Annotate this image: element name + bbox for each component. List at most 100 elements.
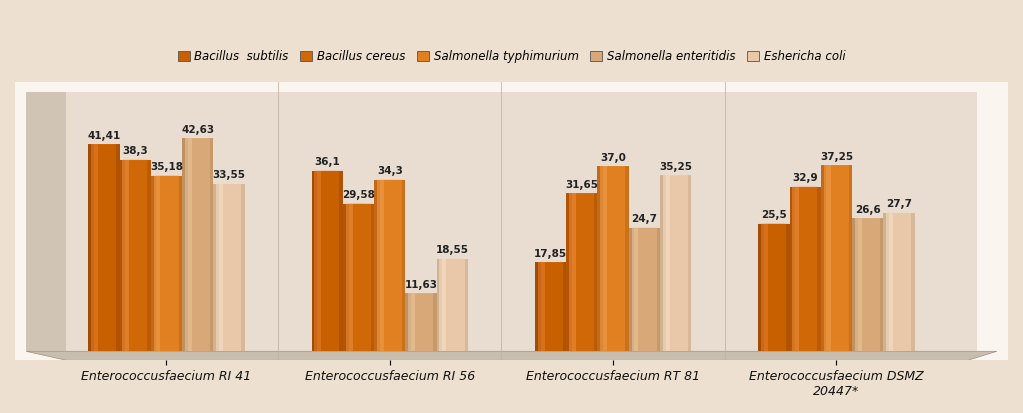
Bar: [405, 293, 411, 351]
Bar: [569, 193, 576, 351]
Bar: [787, 224, 790, 351]
Bar: [91, 145, 98, 351]
Text: 37,0: 37,0: [601, 153, 626, 163]
Bar: [150, 176, 182, 351]
Bar: [153, 176, 161, 351]
Bar: [437, 259, 468, 351]
Bar: [657, 228, 660, 351]
Bar: [241, 184, 244, 351]
Bar: [601, 166, 608, 351]
Bar: [376, 180, 384, 351]
Bar: [150, 176, 157, 351]
Bar: [852, 218, 884, 351]
Bar: [434, 293, 437, 351]
Bar: [179, 176, 182, 351]
Bar: [625, 166, 629, 351]
Bar: [566, 193, 597, 351]
Text: 24,7: 24,7: [631, 214, 658, 224]
Bar: [312, 171, 343, 351]
Text: 32,9: 32,9: [793, 173, 818, 183]
Bar: [660, 175, 666, 351]
Bar: [824, 165, 831, 351]
Bar: [120, 160, 150, 351]
Polygon shape: [27, 92, 66, 351]
Text: 17,85: 17,85: [534, 249, 567, 259]
Bar: [880, 218, 884, 351]
Polygon shape: [27, 351, 996, 360]
Bar: [538, 262, 544, 351]
Bar: [147, 160, 150, 351]
Bar: [374, 180, 405, 351]
Legend: Bacillus  subtilis, Bacillus cereus, Salmonella typhimurium, Salmonella enteriti: Bacillus subtilis, Bacillus cereus, Salm…: [173, 46, 850, 68]
Bar: [790, 187, 795, 351]
Bar: [408, 293, 415, 351]
Bar: [402, 180, 405, 351]
Text: 27,7: 27,7: [886, 199, 913, 209]
Bar: [884, 213, 889, 351]
Bar: [687, 175, 692, 351]
Bar: [535, 262, 566, 351]
Bar: [405, 293, 437, 351]
Bar: [370, 204, 374, 351]
Text: 41,41: 41,41: [87, 131, 121, 141]
Bar: [464, 259, 468, 351]
Bar: [566, 193, 572, 351]
Bar: [123, 160, 129, 351]
Bar: [660, 175, 692, 351]
Text: 37,25: 37,25: [819, 152, 853, 162]
Bar: [216, 184, 223, 351]
Bar: [346, 204, 353, 351]
Bar: [817, 187, 820, 351]
Bar: [314, 171, 321, 351]
Bar: [312, 171, 317, 351]
Text: 42,63: 42,63: [181, 125, 214, 135]
Bar: [535, 262, 540, 351]
Bar: [120, 160, 125, 351]
Bar: [563, 262, 566, 351]
Text: 38,3: 38,3: [123, 147, 148, 157]
Bar: [185, 138, 191, 351]
Bar: [597, 166, 629, 351]
Text: 26,6: 26,6: [855, 205, 881, 215]
Bar: [761, 224, 768, 351]
Bar: [629, 228, 660, 351]
Bar: [855, 218, 861, 351]
Bar: [343, 204, 374, 351]
Bar: [631, 228, 638, 351]
Text: 25,5: 25,5: [761, 211, 787, 221]
Bar: [374, 180, 380, 351]
Text: 11,63: 11,63: [404, 280, 438, 290]
Bar: [214, 184, 219, 351]
Bar: [820, 165, 852, 351]
Bar: [210, 138, 214, 351]
Bar: [758, 224, 764, 351]
Bar: [663, 175, 670, 351]
Bar: [182, 138, 187, 351]
Text: 18,55: 18,55: [436, 245, 469, 255]
Bar: [594, 193, 597, 351]
Bar: [214, 184, 244, 351]
Text: 34,3: 34,3: [376, 166, 403, 176]
Bar: [117, 145, 120, 351]
Bar: [758, 224, 790, 351]
Bar: [884, 213, 915, 351]
Text: 35,25: 35,25: [659, 162, 693, 172]
Bar: [437, 259, 442, 351]
Text: 29,58: 29,58: [342, 190, 375, 200]
Bar: [440, 259, 446, 351]
Bar: [911, 213, 915, 351]
Text: 35,18: 35,18: [150, 162, 183, 172]
Text: 36,1: 36,1: [314, 157, 340, 168]
Bar: [182, 138, 214, 351]
Text: 33,55: 33,55: [213, 170, 246, 180]
Bar: [790, 187, 820, 351]
Bar: [597, 166, 604, 351]
Bar: [849, 165, 852, 351]
Bar: [820, 165, 827, 351]
Bar: [886, 213, 893, 351]
Text: 31,65: 31,65: [566, 180, 598, 190]
Bar: [88, 145, 120, 351]
Bar: [629, 228, 634, 351]
Bar: [88, 145, 94, 351]
Bar: [852, 218, 857, 351]
